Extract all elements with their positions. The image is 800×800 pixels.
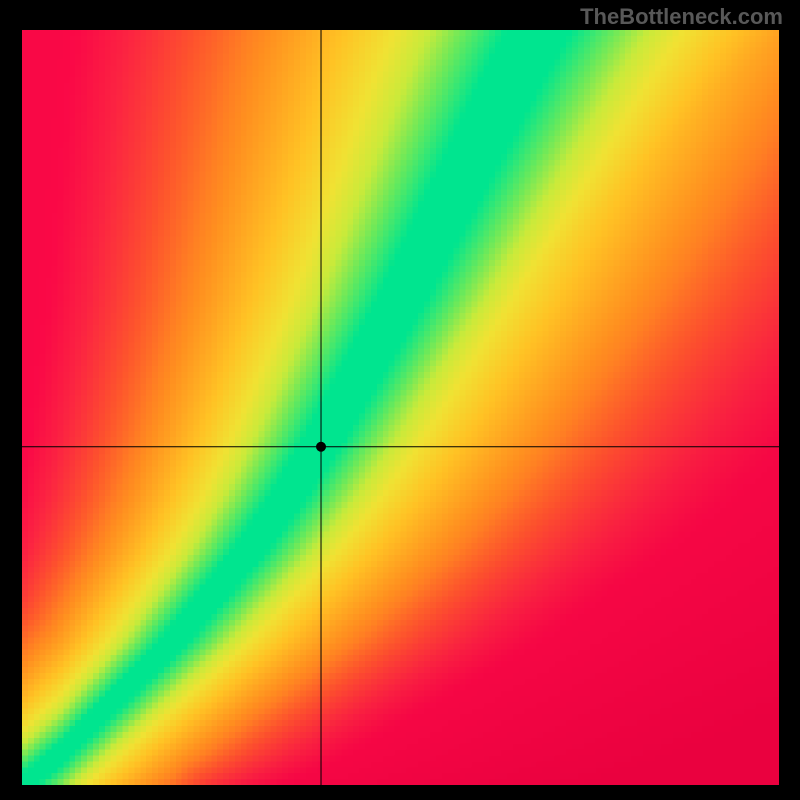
bottleneck-heatmap xyxy=(22,30,779,785)
chart-container: TheBottleneck.com xyxy=(0,0,800,800)
watermark-text: TheBottleneck.com xyxy=(580,4,783,30)
